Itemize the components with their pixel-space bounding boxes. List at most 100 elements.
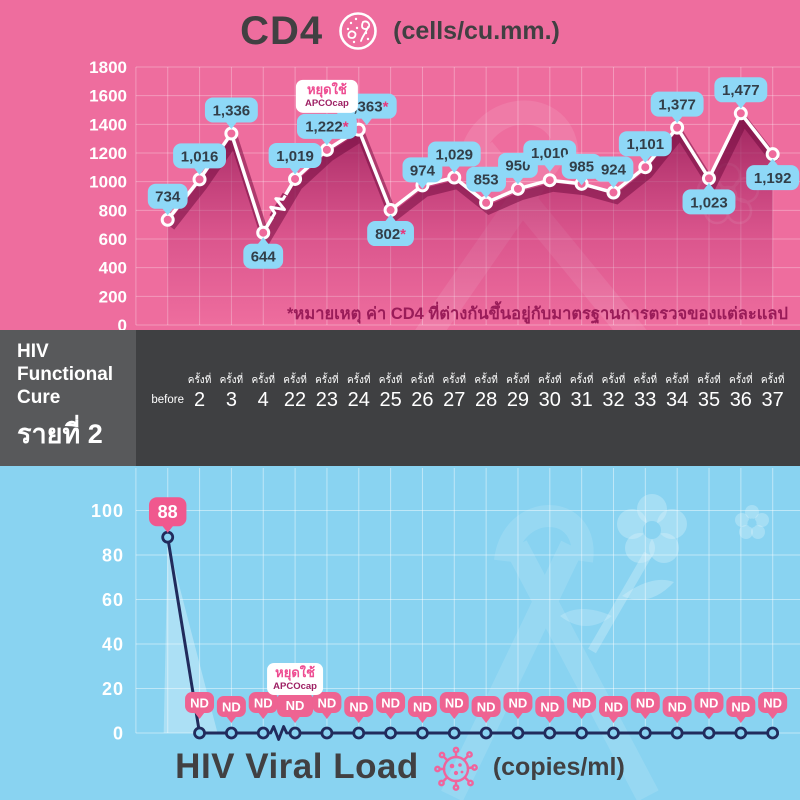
- svg-text:1,010: 1,010: [531, 145, 569, 162]
- svg-text:ND: ND: [190, 695, 209, 710]
- value-bubble: 1,336: [204, 97, 258, 130]
- svg-text:ND: ND: [254, 695, 273, 710]
- svg-text:950: 950: [505, 158, 530, 175]
- annotation-apcocap: หยุดใช้ APCOcap: [267, 663, 324, 695]
- viral-load-section: 0 20 40 60 80 100 88 ND ND ND ND ND ND: [0, 466, 800, 800]
- x-label: ครั้งที่ 34: [665, 375, 689, 411]
- svg-text:ND: ND: [349, 699, 368, 714]
- svg-text:80: 80: [102, 546, 124, 566]
- cd4-chart: 0 200 400 600 800 1000 1200 1400 1600 1800 734 1,…: [89, 58, 800, 330]
- svg-text:60: 60: [102, 590, 124, 610]
- nd-bubble: ND: [248, 692, 278, 719]
- svg-text:1,016: 1,016: [181, 148, 219, 165]
- nd-bubble: ND: [758, 692, 788, 719]
- x-axis-labels: before ครั้งที่ 2 ครั้งที่ 3 ครั้งที่ 4 ครั…: [0, 330, 800, 466]
- svg-text:ND: ND: [445, 695, 464, 710]
- cd4-title-row: CD4 (cells/cu.mm.): [0, 8, 800, 54]
- value-bubble: 1,023: [682, 182, 736, 215]
- svg-text:ND: ND: [604, 699, 623, 714]
- value-bubble: 1,101: [618, 131, 672, 163]
- cd4-section: 0 200 400 600 800 1000 1200 1400 1600 1800 734 1,…: [0, 0, 800, 330]
- svg-text:หยุดใช้: หยุดใช้: [275, 664, 315, 681]
- x-label: ครั้งที่ 28: [474, 375, 498, 411]
- value-bubble: 1,016: [173, 143, 226, 175]
- svg-text:1,029: 1,029: [435, 146, 473, 163]
- svg-text:ND: ND: [318, 695, 337, 710]
- axis-break: [269, 192, 289, 219]
- svg-text:644: 644: [251, 249, 277, 266]
- nd-bubble: ND: [503, 692, 533, 719]
- svg-text:1800: 1800: [89, 58, 127, 77]
- y-axis-labels: 0 20 40 60 80 100: [91, 501, 124, 744]
- svg-text:ND: ND: [668, 699, 687, 714]
- cd4-cell-icon: [339, 12, 377, 50]
- svg-text:1,336: 1,336: [213, 102, 251, 119]
- svg-text:ND: ND: [286, 698, 305, 713]
- x-label: ครั้งที่ 35: [697, 375, 721, 411]
- value-bubble: 1,029: [427, 141, 481, 174]
- nd-bubble: ND: [630, 692, 660, 719]
- svg-text:ND: ND: [413, 699, 432, 714]
- value-bubble: 1,222*: [296, 113, 357, 146]
- x-label: ครั้งที่ 26: [410, 375, 435, 411]
- svg-text:ND: ND: [477, 699, 496, 714]
- nd-bubble: ND: [535, 696, 565, 723]
- svg-text:985: 985: [569, 159, 594, 176]
- svg-text:1600: 1600: [89, 87, 127, 106]
- x-label: ครั้งที่ 31: [569, 375, 594, 411]
- value-bubble: 1,377: [650, 91, 704, 124]
- value-bubble: 985: [561, 153, 602, 186]
- value-bubble: 88: [148, 497, 187, 533]
- nd-bubble: ND: [185, 692, 215, 719]
- svg-text:ND: ND: [222, 699, 241, 714]
- x-label: ครั้งที่ 36: [729, 375, 753, 411]
- x-label: ครั้งที่ 37: [760, 375, 785, 411]
- svg-text:0: 0: [118, 316, 127, 330]
- x-label: ครั้งที่ 33: [633, 375, 658, 411]
- x-label: ครั้งที่ 24: [346, 375, 371, 411]
- svg-text:1,019: 1,019: [276, 148, 314, 165]
- nd-bubble: ND: [216, 696, 246, 723]
- data-points: [161, 530, 780, 740]
- svg-text:หยุดใช้: หยุดใช้: [307, 81, 347, 98]
- flower-watermark: [560, 494, 769, 654]
- svg-text:88: 88: [158, 502, 178, 522]
- viral-title-row: HIV Viral Load (copies/ml): [0, 742, 800, 792]
- x-label: ครั้งที่ 2: [187, 375, 212, 411]
- x-label-before: before: [151, 394, 184, 406]
- x-label: ครั้งที่ 25: [378, 375, 403, 411]
- svg-text:1200: 1200: [89, 144, 127, 163]
- x-label: ครั้งที่ 27: [442, 375, 467, 411]
- nd-bubble: ND: [662, 696, 692, 723]
- svg-text:APCOcap: APCOcap: [305, 98, 349, 109]
- svg-text:924: 924: [601, 161, 627, 178]
- nd-bubble: ND: [598, 696, 628, 723]
- value-bubble: 1,019: [268, 142, 322, 175]
- svg-text:600: 600: [99, 230, 127, 249]
- band-title-line1: HIV: [17, 341, 49, 362]
- svg-text:ND: ND: [572, 695, 591, 710]
- nd-bubble: ND: [567, 692, 597, 719]
- svg-text:APCOcap: APCOcap: [273, 681, 317, 692]
- virus-icon: [433, 746, 478, 791]
- line-shadow: [167, 111, 780, 251]
- svg-text:0: 0: [113, 724, 124, 744]
- svg-text:ND: ND: [700, 695, 719, 710]
- svg-text:40: 40: [102, 635, 124, 655]
- svg-text:20: 20: [102, 679, 124, 699]
- band-subtitle: รายที่ 2: [17, 419, 103, 449]
- svg-text:1,192: 1,192: [754, 170, 792, 187]
- x-label: ครั้งที่ 29: [506, 375, 530, 411]
- cd4-title: CD4: [240, 8, 324, 53]
- value-bubble: 924: [593, 156, 634, 189]
- svg-text:1400: 1400: [89, 115, 127, 134]
- x-label: ครั้งที่ 22: [283, 375, 307, 411]
- svg-text:1000: 1000: [89, 173, 127, 192]
- viral-load-chart: 0 20 40 60 80 100 88 ND ND ND ND ND ND: [91, 468, 800, 800]
- svg-text:ND: ND: [509, 695, 528, 710]
- cd4-unit: (cells/cu.mm.): [393, 16, 560, 45]
- svg-text:ND: ND: [540, 699, 559, 714]
- value-bubble: 1,192: [746, 158, 800, 191]
- x-label: ครั้งที่ 4: [251, 375, 275, 411]
